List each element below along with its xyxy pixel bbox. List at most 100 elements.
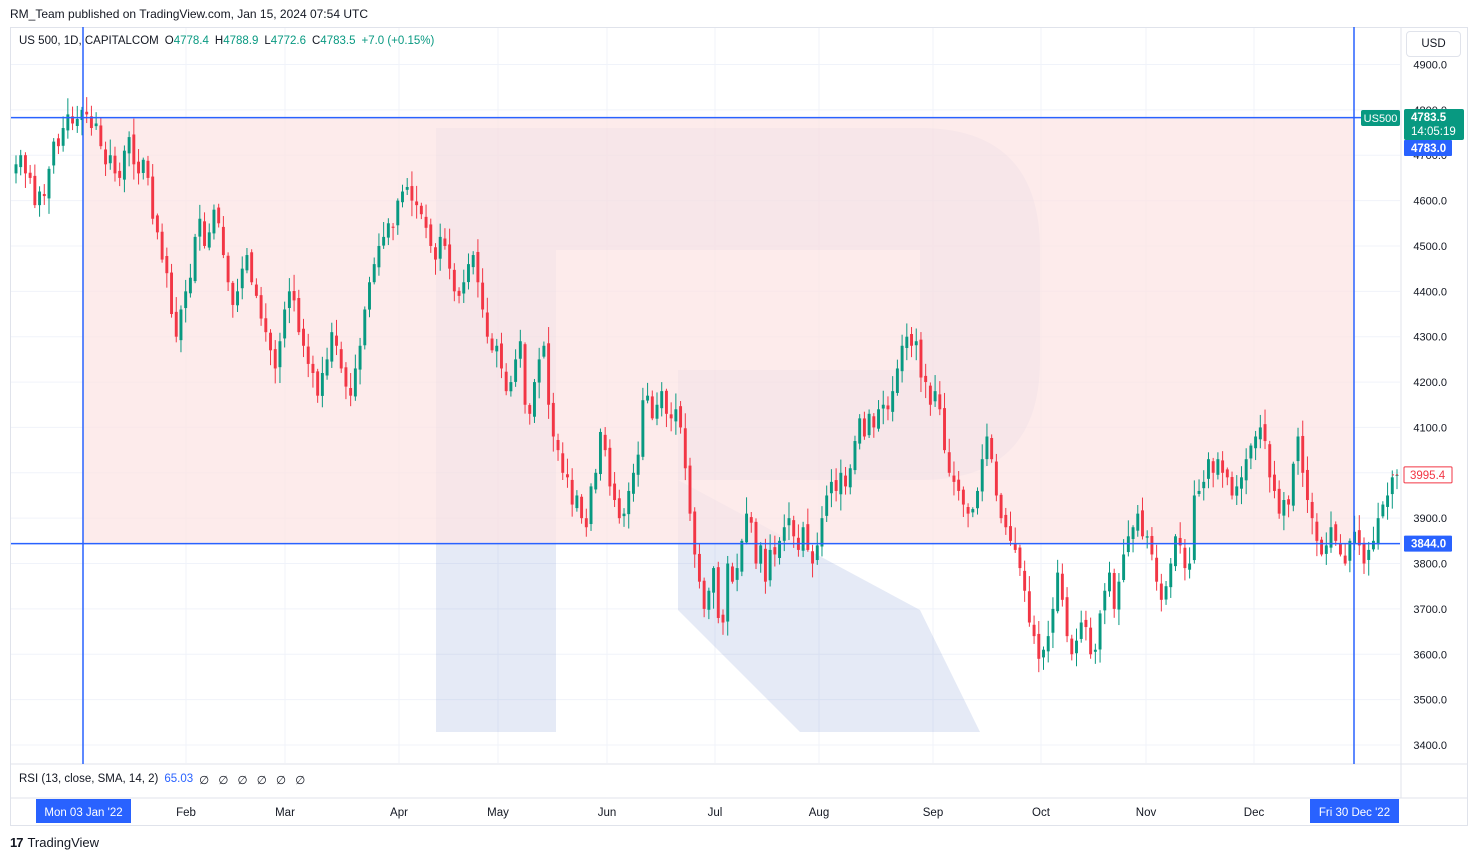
candle-body — [476, 251, 480, 283]
candle-body — [434, 247, 437, 260]
candle-body — [749, 517, 753, 523]
candle — [1183, 539, 1187, 581]
candle — [693, 507, 697, 568]
candle-body — [1122, 554, 1126, 580]
candle-body — [1202, 481, 1206, 489]
candle — [207, 223, 211, 251]
candle-body — [844, 475, 848, 487]
candle-body — [1084, 619, 1088, 628]
candle — [1282, 492, 1286, 531]
candle — [14, 155, 18, 184]
candle — [33, 164, 37, 209]
candle-body — [1244, 459, 1248, 481]
candle-body — [1150, 535, 1154, 555]
ohlc-close: C4783.5 — [311, 35, 356, 47]
candle-body — [259, 295, 263, 319]
candle — [1386, 482, 1390, 520]
candle — [660, 382, 664, 417]
candle — [740, 538, 744, 577]
candle-body — [1108, 572, 1111, 592]
start-date-bg — [36, 799, 131, 823]
rsi-legend: RSI (13, close, SMA, 14, 2) 65.03 ∅ ∅ ∅ … — [19, 773, 308, 787]
candle — [603, 427, 607, 457]
candle-body — [919, 339, 923, 378]
candle-body — [1009, 526, 1012, 541]
candle-body — [707, 590, 711, 610]
candle — [1174, 534, 1177, 572]
candle-body — [75, 118, 79, 126]
candle — [773, 535, 777, 567]
rsi-value: 65.03 — [164, 773, 194, 785]
ohlc-high: H4788.9 — [214, 35, 259, 47]
candle-body — [514, 359, 518, 382]
candle-body — [94, 123, 98, 127]
candle — [1305, 456, 1309, 513]
chart-frame — [10, 27, 1468, 826]
candle-body — [1070, 638, 1074, 655]
candle-body — [127, 137, 131, 154]
candle-body — [933, 391, 937, 402]
candle-body — [1277, 488, 1281, 514]
candle-body — [787, 518, 791, 526]
candle-body — [735, 568, 739, 580]
candle-body — [38, 191, 42, 206]
candle — [240, 256, 244, 300]
candle-body — [264, 318, 268, 333]
candle — [867, 409, 871, 438]
candle — [749, 511, 753, 533]
currency-button[interactable]: USD — [1406, 31, 1461, 57]
candle — [212, 204, 216, 240]
candle-body — [518, 341, 522, 359]
tradingview-logo[interactable]: 17 TradingView — [10, 835, 99, 850]
candle-body — [613, 483, 617, 501]
candle-body — [1004, 514, 1008, 528]
candle — [811, 544, 815, 578]
candle-body — [1230, 477, 1234, 496]
candle — [881, 390, 885, 425]
candle-body — [1098, 613, 1102, 650]
candle — [980, 444, 984, 502]
candle-body — [570, 479, 574, 505]
candle — [617, 489, 621, 524]
candle — [61, 116, 65, 152]
candle-body — [947, 452, 951, 473]
candle — [919, 332, 923, 393]
candle — [353, 354, 357, 401]
candle-body — [891, 391, 895, 412]
candle — [462, 269, 466, 303]
candle-body — [712, 568, 716, 593]
candle — [1070, 634, 1074, 661]
price-tick-label: 4200.0 — [1413, 377, 1447, 389]
candle — [815, 532, 819, 565]
current-price-label: 4783.5 — [1411, 112, 1447, 124]
candle — [957, 471, 961, 501]
candle — [834, 468, 838, 502]
candle-body — [547, 343, 551, 405]
candle — [763, 538, 767, 594]
candle-body — [778, 540, 782, 558]
candle-body — [726, 563, 730, 622]
candle-body — [976, 490, 979, 509]
candle — [598, 428, 602, 481]
candle-body — [118, 170, 122, 178]
candle-body — [122, 150, 126, 180]
candle — [952, 461, 956, 496]
candle-body — [683, 428, 687, 469]
candle-body — [938, 394, 942, 410]
candle-body — [245, 255, 249, 271]
price-tick-label: 3800.0 — [1413, 559, 1447, 571]
candle-body — [1282, 500, 1286, 516]
price-change: +7.0 (+0.15%) — [361, 35, 435, 47]
candle-body — [603, 434, 607, 451]
candle-body — [702, 580, 706, 609]
candle-body — [584, 518, 588, 528]
candle — [1089, 617, 1093, 659]
candle — [928, 382, 932, 416]
start-date-label: Mon 03 Jan '22 — [44, 807, 122, 819]
candle-body — [980, 459, 984, 492]
candle — [457, 287, 461, 304]
candle-body — [924, 375, 928, 383]
candle-body — [1207, 459, 1210, 479]
candle-body — [589, 486, 593, 525]
